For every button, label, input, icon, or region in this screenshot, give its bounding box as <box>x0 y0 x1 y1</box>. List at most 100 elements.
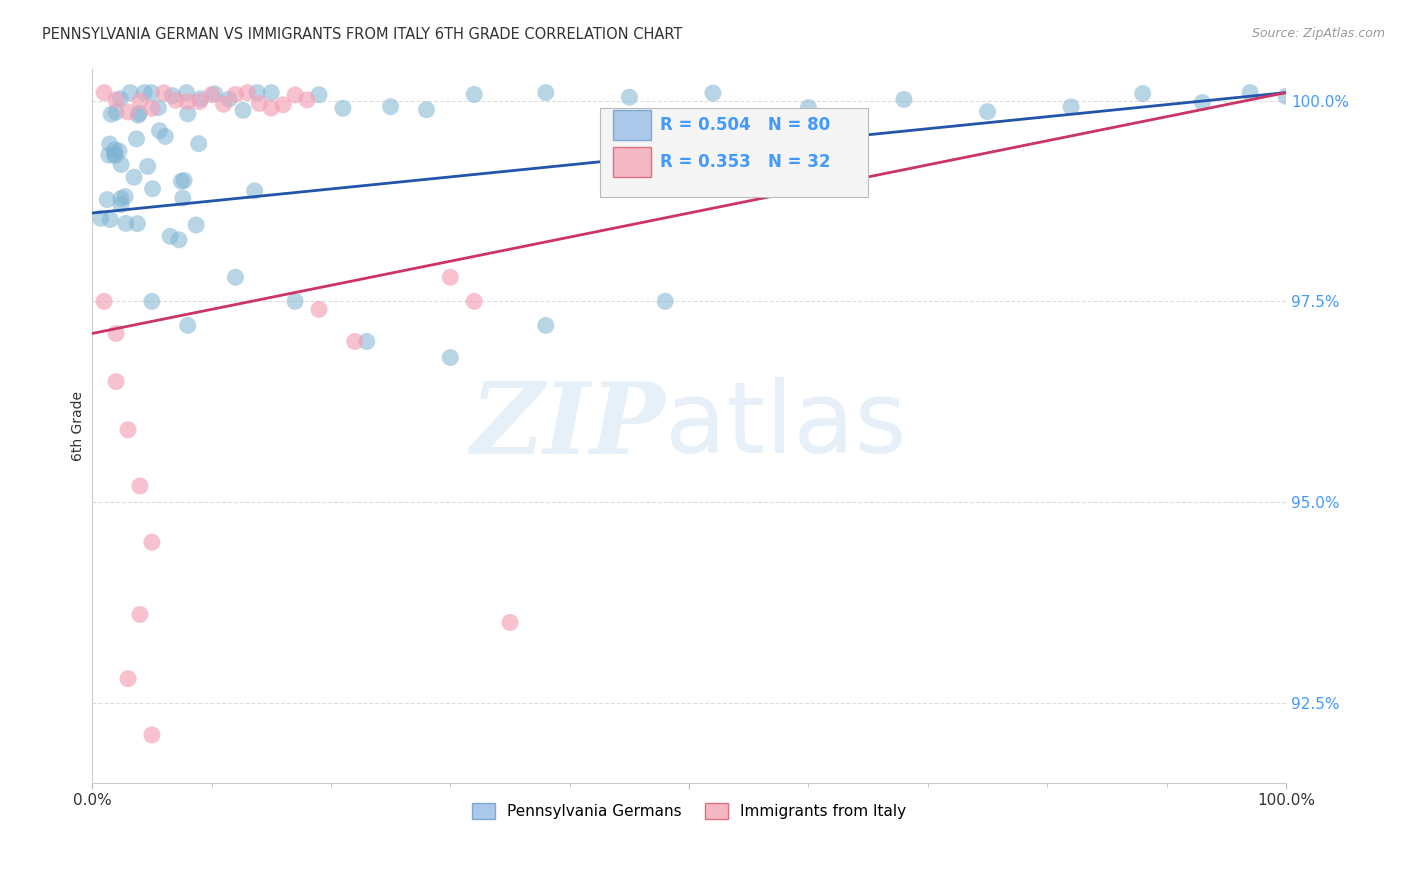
Point <box>308 87 330 102</box>
Point <box>260 86 283 100</box>
Point <box>127 108 149 122</box>
Point <box>167 233 190 247</box>
Point <box>212 97 235 112</box>
Point <box>260 101 283 115</box>
Point <box>104 143 127 157</box>
Text: R = 0.504   N = 80: R = 0.504 N = 80 <box>661 116 831 134</box>
Text: PENNSYLVANIA GERMAN VS IMMIGRANTS FROM ITALY 6TH GRADE CORRELATION CHART: PENNSYLVANIA GERMAN VS IMMIGRANTS FROM I… <box>42 27 682 42</box>
Point <box>141 728 163 742</box>
Point <box>797 101 820 115</box>
Point <box>218 92 240 106</box>
Point <box>93 294 115 309</box>
Point <box>90 211 112 226</box>
Text: atlas: atlas <box>665 377 907 475</box>
Point <box>463 87 485 102</box>
Point <box>232 103 254 118</box>
Point <box>93 86 115 100</box>
Y-axis label: 6th Grade: 6th Grade <box>72 391 86 461</box>
Point <box>110 157 132 171</box>
Point <box>96 193 118 207</box>
Legend: Pennsylvania Germans, Immigrants from Italy: Pennsylvania Germans, Immigrants from It… <box>465 797 912 825</box>
Point <box>173 173 195 187</box>
Point <box>103 147 125 161</box>
Point <box>159 229 181 244</box>
Point <box>105 375 128 389</box>
Text: R = 0.353   N = 32: R = 0.353 N = 32 <box>661 153 831 171</box>
Point <box>654 294 676 309</box>
Point <box>356 334 378 349</box>
Point <box>117 104 139 119</box>
Point <box>284 294 307 309</box>
Point <box>176 86 198 100</box>
Point <box>129 94 152 108</box>
Point <box>141 86 163 100</box>
Point <box>104 148 127 162</box>
Point <box>125 132 148 146</box>
Point <box>224 270 246 285</box>
Point <box>114 189 136 203</box>
Point <box>204 87 226 101</box>
Point <box>172 191 194 205</box>
FancyBboxPatch shape <box>613 147 651 178</box>
Point <box>153 86 176 100</box>
Text: ZIP: ZIP <box>470 377 665 474</box>
Point <box>534 86 557 100</box>
Point <box>117 423 139 437</box>
Point <box>1191 95 1213 110</box>
FancyBboxPatch shape <box>599 108 868 197</box>
Point <box>117 672 139 686</box>
Point <box>136 160 159 174</box>
FancyBboxPatch shape <box>613 110 651 140</box>
Point <box>108 144 131 158</box>
Point <box>343 334 366 349</box>
Point <box>1275 89 1298 103</box>
Point <box>243 184 266 198</box>
Point <box>439 351 461 365</box>
Point <box>162 88 184 103</box>
Point <box>128 106 150 120</box>
Point <box>284 87 307 102</box>
Point <box>415 103 437 117</box>
Point <box>98 136 121 151</box>
Point <box>1060 100 1083 114</box>
Point <box>200 87 222 102</box>
Point <box>170 174 193 188</box>
Point <box>976 104 998 119</box>
Point <box>98 212 121 227</box>
Point <box>308 302 330 317</box>
Point <box>499 615 522 630</box>
Point <box>100 107 122 121</box>
Point <box>97 148 120 162</box>
Point <box>105 93 128 107</box>
Point <box>122 170 145 185</box>
Point <box>141 182 163 196</box>
Point <box>247 96 270 111</box>
Point <box>619 90 641 104</box>
Point <box>165 93 187 107</box>
Point <box>439 270 461 285</box>
Point <box>176 107 198 121</box>
Point <box>176 95 198 109</box>
Point <box>127 217 149 231</box>
Point <box>110 92 132 106</box>
Point <box>120 86 142 100</box>
Point <box>105 326 128 341</box>
Point <box>129 479 152 493</box>
Point <box>1239 86 1261 100</box>
Point <box>702 86 724 100</box>
Point <box>190 92 212 106</box>
Point <box>332 101 354 115</box>
Point <box>155 129 177 144</box>
Point <box>176 318 198 333</box>
Point <box>463 294 485 309</box>
Point <box>141 101 163 115</box>
Point <box>295 93 318 107</box>
Point <box>224 87 246 102</box>
Point <box>148 123 170 137</box>
Point <box>246 86 269 100</box>
Point <box>188 95 211 109</box>
Point <box>534 318 557 333</box>
Point <box>110 192 132 206</box>
Point <box>110 197 132 211</box>
Point <box>187 136 209 151</box>
